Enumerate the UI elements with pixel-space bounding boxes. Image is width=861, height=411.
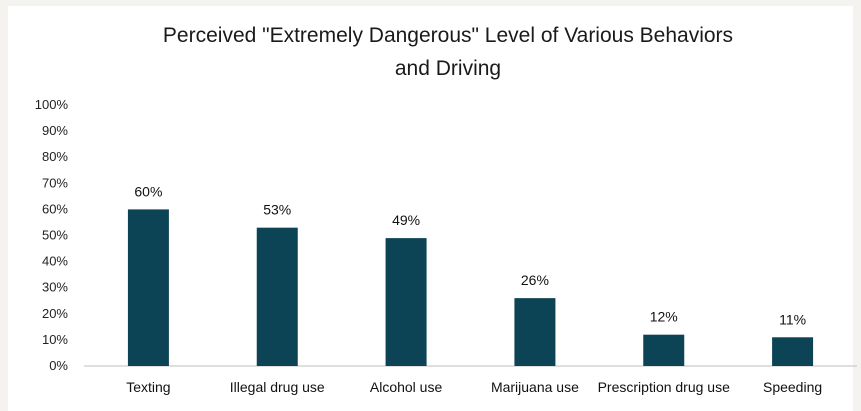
y-tick-label: 70%: [42, 175, 68, 190]
category-label: Illegal drug use: [230, 379, 325, 395]
bar: [514, 298, 556, 366]
data-label: 12%: [650, 309, 678, 325]
bar: [127, 209, 169, 366]
data-label: 26%: [521, 272, 549, 288]
chart-title-line-1: Perceived "Extremely Dangerous" Level of…: [163, 24, 733, 47]
category-label: Prescription drug use: [598, 379, 731, 395]
y-tick-label: 50%: [42, 228, 68, 243]
data-label: 53%: [263, 202, 291, 218]
data-label: 11%: [779, 311, 806, 327]
bar: [256, 227, 298, 366]
chart-title-line-2: and Driving: [395, 57, 501, 80]
bar: [772, 337, 814, 366]
y-tick-label: 80%: [42, 149, 68, 164]
category-labels-group: Texting Illegal drug use Alcohol use Mariju…: [126, 379, 822, 395]
category-label: Speeding: [763, 379, 822, 395]
category-label: Texting: [126, 379, 170, 395]
y-tick-label: 10%: [42, 332, 68, 347]
y-tick-label: 90%: [42, 123, 68, 138]
y-axis: 0% 10% 20% 30% 40% 50% 60% 70% 80% 90% 100%: [35, 97, 69, 373]
y-tick-label: 0%: [49, 358, 68, 373]
y-tick-label: 40%: [42, 254, 68, 269]
bars-group: [127, 209, 814, 366]
y-tick-label: 30%: [42, 280, 68, 295]
data-label: 49%: [392, 212, 420, 228]
category-label: Marijuana use: [491, 379, 579, 395]
data-labels-group: 60% 53% 49% 26% 12% 11%: [134, 183, 806, 327]
y-tick-label: 60%: [42, 201, 68, 216]
y-tick-label: 100%: [35, 97, 69, 112]
bar: [385, 238, 427, 366]
data-label: 60%: [134, 183, 162, 199]
y-tick-label: 20%: [42, 306, 68, 321]
category-label: Alcohol use: [370, 379, 443, 395]
bar: [643, 334, 685, 366]
